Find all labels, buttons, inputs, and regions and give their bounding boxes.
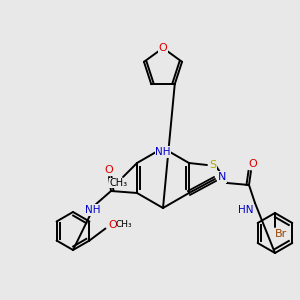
Text: CH₃: CH₃ [115,220,132,229]
Text: O: O [249,159,257,169]
Text: CH₃: CH₃ [110,178,128,188]
Text: O: O [105,165,113,175]
Text: NH: NH [155,147,171,157]
Text: HN: HN [238,205,254,215]
Text: O: O [159,43,167,53]
Text: Br: Br [275,229,287,239]
Text: N: N [218,172,226,182]
Text: O: O [108,220,117,230]
Text: NH: NH [85,205,101,215]
Text: S: S [209,160,217,170]
